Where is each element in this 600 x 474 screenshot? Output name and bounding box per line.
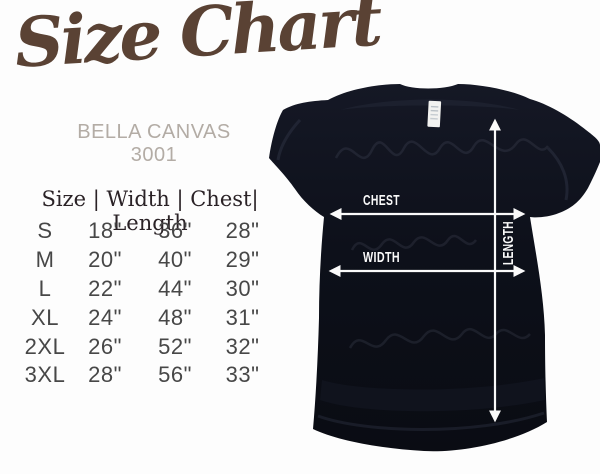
size-cell: 44" bbox=[158, 275, 192, 301]
size-cell: 26" bbox=[88, 333, 122, 359]
left-cuff-fold bbox=[276, 118, 302, 161]
tshirt-measurement-diagram: CHEST WIDTH LENGTH bbox=[269, 84, 600, 452]
size-cell: 32" bbox=[225, 333, 260, 359]
product-subtitle: BELLA CANVAS 3001 bbox=[77, 121, 231, 166]
size-cell: 28" bbox=[225, 218, 260, 244]
length-label: LENGTH bbox=[501, 221, 517, 265]
size-cell: 28" bbox=[88, 362, 122, 388]
size-cell: 33" bbox=[225, 362, 260, 388]
size-cell: 52" bbox=[158, 333, 192, 359]
size-cell: 48" bbox=[158, 304, 192, 330]
tshirt-illustration bbox=[269, 84, 600, 452]
size-cell: M bbox=[35, 247, 55, 273]
size-cell: L bbox=[38, 275, 52, 301]
chest-label: CHEST bbox=[363, 193, 400, 209]
size-cell: 40" bbox=[158, 247, 192, 273]
size-cell: 29" bbox=[225, 247, 260, 273]
size-cell: 3XL bbox=[24, 362, 66, 388]
width-label: WIDTH bbox=[363, 250, 400, 266]
size-cell: 2XL bbox=[24, 333, 66, 359]
size-cell: 36" bbox=[158, 218, 192, 244]
size-table-header: Size | Width | Chest| Length bbox=[41, 187, 259, 235]
size-cell: S bbox=[37, 218, 53, 244]
size-cell: 56" bbox=[158, 362, 192, 388]
size-cell: XL bbox=[31, 304, 59, 330]
right-cuff-fold bbox=[546, 146, 569, 201]
size-cell: 20" bbox=[88, 247, 122, 273]
hem-fold bbox=[317, 411, 545, 431]
neck-tag bbox=[427, 100, 442, 128]
size-cell: 24" bbox=[88, 304, 122, 330]
size-cell: 30" bbox=[225, 275, 260, 301]
size-cell: 31" bbox=[225, 304, 260, 330]
size-cell: 22" bbox=[88, 275, 122, 301]
hem-wrinkle bbox=[320, 378, 545, 412]
size-table: S 18" 36" 28" M 20" 40" 29" L 22" 44" 30" XL 24" 48" 31… bbox=[20, 217, 275, 390]
size-cell: 18" bbox=[88, 218, 122, 244]
